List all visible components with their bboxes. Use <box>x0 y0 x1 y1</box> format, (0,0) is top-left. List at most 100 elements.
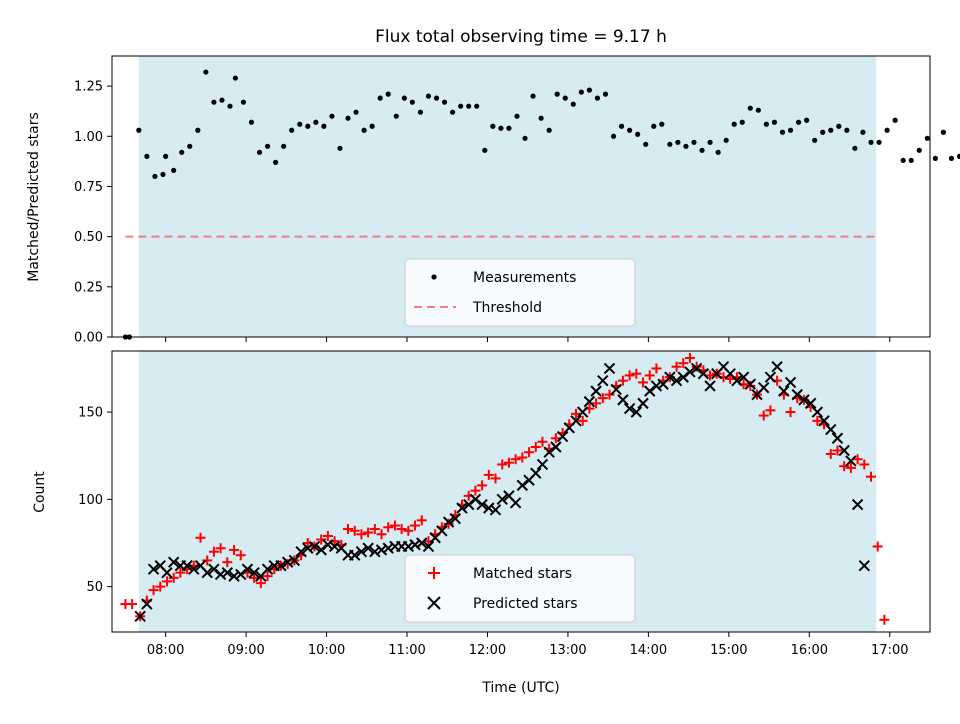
measurement-point <box>522 135 528 141</box>
matched-star-point <box>262 571 273 582</box>
predicted-star-point <box>644 385 656 397</box>
measurement-point <box>804 117 810 123</box>
matched-star-point <box>879 614 890 625</box>
measurement-point <box>530 93 536 99</box>
measurement-point <box>345 115 351 121</box>
measurement-point <box>329 113 335 119</box>
measurement-point <box>144 153 150 159</box>
matched-star-point <box>537 436 548 447</box>
matched-star-point <box>127 599 138 610</box>
predicted-star-point <box>858 559 870 572</box>
measurement-point <box>562 95 568 101</box>
measurement-point <box>643 141 649 147</box>
y-tick-label: 100 <box>78 493 103 508</box>
predicted-star-point <box>684 366 696 378</box>
matched-star-point <box>215 543 226 554</box>
measurement-point <box>256 149 263 155</box>
measurement-point <box>699 147 705 153</box>
ratio-y-ticks: 0.00 0.25 0.50 0.75 1.00 1.25 <box>74 80 112 346</box>
predicted-star-point <box>208 563 220 575</box>
matched-star-point <box>208 546 219 557</box>
measurement-point <box>281 143 287 149</box>
matched-star-point <box>202 555 213 566</box>
matched-star-point <box>865 471 876 482</box>
predicted-star-point <box>623 402 636 415</box>
y-tick-label: 0.25 <box>74 280 103 295</box>
predicted-star-point <box>221 566 234 579</box>
matched-star-point <box>235 550 246 561</box>
measurement-point <box>852 145 858 151</box>
matched-star-point <box>530 441 541 452</box>
predicted-star-point <box>851 498 864 511</box>
predicted-star-point <box>791 388 803 401</box>
matched-star-point <box>825 448 836 459</box>
threshold-legend-label: Threshold <box>472 300 542 316</box>
x-tick-label: 16:00 <box>791 643 828 658</box>
measurement-point <box>836 123 842 129</box>
matched-legend-marker <box>428 567 440 579</box>
y-tick-label: 1.25 <box>74 80 103 95</box>
x-tick-label: 15:00 <box>710 643 747 658</box>
measurement-point <box>482 147 488 153</box>
matched-star-point <box>604 389 615 400</box>
measurement-point <box>136 127 142 133</box>
measurement-point <box>409 99 415 105</box>
x-tick-label: 11:00 <box>388 643 425 658</box>
predicted-star-point <box>530 467 542 479</box>
measurement-point <box>203 69 209 75</box>
predicted-star-point <box>188 563 200 575</box>
measurement-point <box>940 129 947 135</box>
measurement-point <box>570 101 576 107</box>
measurement-point <box>554 91 560 97</box>
predicted-star-point <box>483 502 495 514</box>
predicted-star-point <box>583 395 596 408</box>
matched-star-point <box>591 398 602 409</box>
measurement-point <box>844 127 850 133</box>
predicted-star-point <box>288 554 301 567</box>
y-tick-label: 0.75 <box>74 180 103 195</box>
x-tick-label: 10:00 <box>308 643 345 658</box>
matched-star-point <box>443 518 454 529</box>
predicted-star-point <box>181 559 193 572</box>
measurement-point <box>377 95 383 101</box>
matched-star-point <box>483 469 494 480</box>
matched-star-point <box>852 454 863 465</box>
matched-star-point <box>316 534 327 545</box>
predicted-star-point <box>744 378 757 390</box>
y-tick-label: 1.00 <box>74 130 103 145</box>
matched-star-point <box>845 462 856 473</box>
matched-star-point <box>631 368 642 379</box>
matched-star-point <box>497 459 508 470</box>
matched-star-point <box>416 515 427 526</box>
predicted-star-point <box>201 566 213 579</box>
measurement-point <box>876 139 882 145</box>
measurement-point <box>795 119 802 125</box>
ratio-y-label: Matched/Predicted stars <box>26 112 42 282</box>
predicted-star-point <box>476 498 488 511</box>
measurement-point <box>610 133 617 139</box>
predicted-star-point <box>167 556 180 568</box>
matched-star-point <box>517 452 528 463</box>
predicted-legend-marker <box>427 596 441 610</box>
predicted-star-point <box>214 568 227 581</box>
measurement-point <box>152 173 158 180</box>
predicted-star-point <box>576 406 589 418</box>
predicted-star-point <box>369 546 381 558</box>
predicted-star-point <box>402 540 415 553</box>
predicted-star-point <box>838 444 850 457</box>
measurement-point <box>498 125 504 131</box>
matched-star-point <box>389 520 400 531</box>
matched-star-point <box>396 524 407 535</box>
predicted-star-point <box>731 374 743 387</box>
predicted-star-point <box>811 406 824 418</box>
predicted-star-point <box>248 566 260 579</box>
matched-star-point <box>839 461 850 472</box>
measurement-point <box>369 123 375 129</box>
measurement-point <box>313 119 319 125</box>
measurement-point <box>353 109 359 115</box>
predicted-star-point <box>764 371 777 383</box>
measurement-point <box>747 105 753 111</box>
x-tick-label: 12:00 <box>469 643 506 658</box>
matched-star-point <box>343 524 354 535</box>
predicted-star-point <box>422 540 435 553</box>
